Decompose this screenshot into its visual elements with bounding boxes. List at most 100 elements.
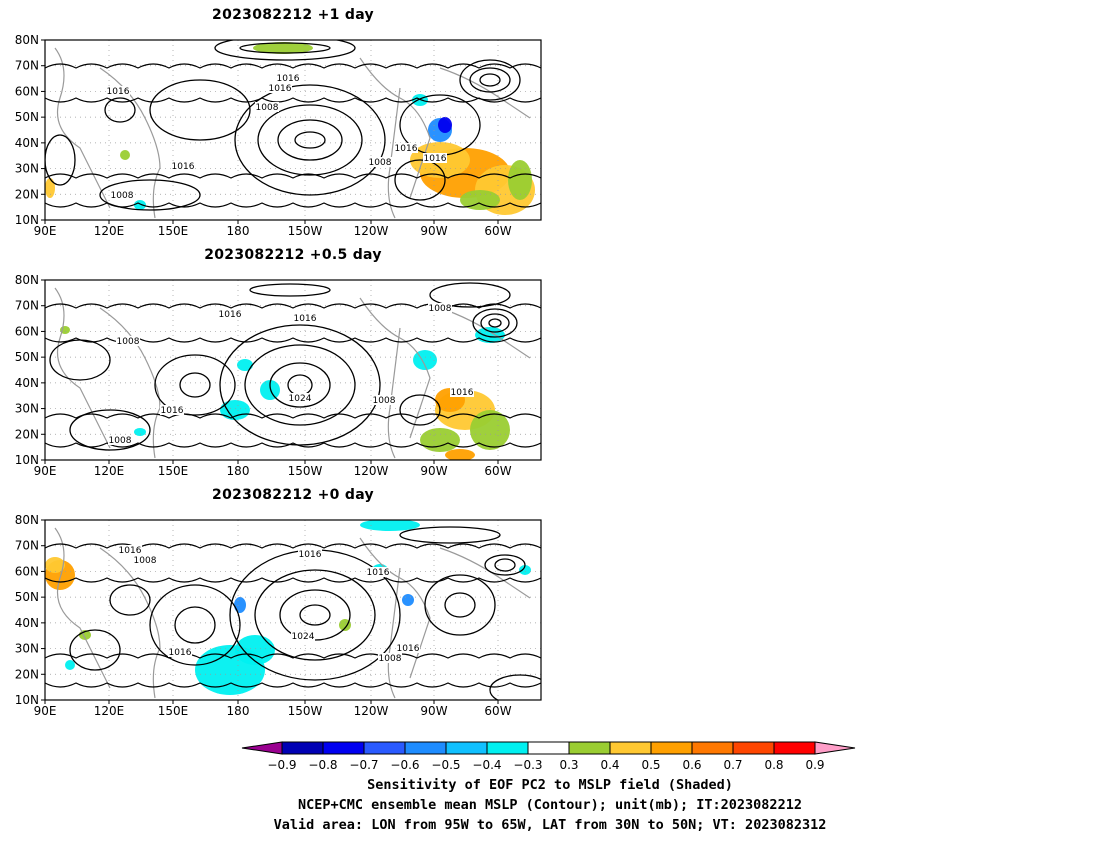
shade-blob <box>45 557 65 573</box>
colorbar-label: −0.9 <box>267 758 296 772</box>
contour-label-bg <box>368 157 392 167</box>
colorbar-label: 0.4 <box>600 758 619 772</box>
mslp-contour <box>494 558 516 572</box>
contour-label-bg <box>394 143 418 153</box>
colorbar-segment <box>363 741 406 755</box>
lat-label: 70N <box>15 299 39 313</box>
contour-label-bg <box>378 653 402 663</box>
mslp-contour <box>49 339 111 381</box>
lat-label: 20N <box>15 187 39 201</box>
contour-label: 1016 <box>397 644 420 654</box>
mslp-contour <box>399 526 501 544</box>
mslp-contour <box>45 134 76 186</box>
mslp-contour <box>429 282 511 308</box>
lon-label: 150W <box>288 704 323 718</box>
lon-label: 180 <box>227 224 250 238</box>
colorbar-label: −0.3 <box>513 758 542 772</box>
mslp-contour <box>294 131 326 149</box>
coastline <box>387 327 401 459</box>
lat-label: 40N <box>15 376 39 390</box>
contour-label-bg <box>160 405 184 415</box>
map-frame <box>44 279 542 461</box>
lat-label: 60N <box>15 324 39 338</box>
lat-label: 80N <box>15 33 39 47</box>
contour-label-bg <box>218 309 242 319</box>
lat-label: 10N <box>15 453 39 467</box>
contour-label: 1016 <box>172 162 195 172</box>
colorbar-label: 0.6 <box>682 758 701 772</box>
lon-label: 180 <box>227 704 250 718</box>
contour-label: 1008 <box>109 436 132 446</box>
contour-label-bg <box>108 435 132 445</box>
mslp-contour <box>149 584 241 666</box>
panel-2-map: 1016 1016 1008 1008 1024 1016 1008 1016 1008 80N 7… <box>15 273 542 478</box>
shade-blob <box>475 327 505 343</box>
lon-label: 150E <box>158 704 189 718</box>
shade-blob <box>253 42 313 54</box>
colorbar-left-extension <box>241 741 283 755</box>
coastline <box>359 297 431 439</box>
contour-label-bg <box>276 73 300 83</box>
mslp-contour <box>45 173 541 179</box>
contour-label-bg <box>396 643 420 653</box>
colorbar-label: 0.7 <box>723 758 742 772</box>
lon-label: 180 <box>227 464 250 478</box>
lon-label: 60W <box>484 464 511 478</box>
contour-label-bg <box>291 631 315 641</box>
mslp-contour <box>104 97 136 123</box>
shade-blob <box>402 594 414 606</box>
mslp-contour <box>45 682 541 688</box>
contour-label: 1016 <box>424 154 447 164</box>
contour-label: 1016 <box>277 74 300 84</box>
lon-label: 120E <box>94 464 125 478</box>
contour-label-bg <box>293 313 317 323</box>
colorbar-label: 0.9 <box>805 758 824 772</box>
mslp-contour <box>219 324 381 446</box>
lon-label: 90W <box>420 464 447 478</box>
contour-label: 1024 <box>289 394 312 404</box>
colorbar-segment <box>609 741 652 755</box>
shade-blob <box>234 597 246 613</box>
lat-label: 80N <box>15 513 39 527</box>
contour-label: 1016 <box>219 310 242 320</box>
colorbar-segment <box>322 741 365 755</box>
mslp-contour <box>257 104 363 176</box>
contour-label-bg <box>450 387 474 397</box>
caption-line-3: Valid area: LON from 95W to 65W, LAT fro… <box>273 817 827 833</box>
lon-label: 120E <box>94 224 125 238</box>
contour-label: 1008 <box>429 304 452 314</box>
mslp-contour <box>472 308 518 338</box>
mslp-contour <box>45 413 541 419</box>
shade-blob <box>134 200 146 210</box>
shade-blob <box>65 660 75 670</box>
lat-label: 50N <box>15 110 39 124</box>
lat-label: 50N <box>15 590 39 604</box>
mslp-contour <box>239 42 331 54</box>
mslp-contour <box>149 79 251 141</box>
lon-label: 90E <box>34 464 57 478</box>
mslp-contour <box>45 653 541 659</box>
shade-blob <box>519 565 531 575</box>
mslp-contour <box>45 442 541 448</box>
contour-label: 1024 <box>292 632 315 642</box>
colorbar-label: −0.5 <box>431 758 460 772</box>
coastline <box>359 57 431 199</box>
contour-label-bg <box>288 393 312 403</box>
colorbar-segment <box>773 741 816 755</box>
mslp-contour <box>254 569 376 661</box>
lat-label: 40N <box>15 136 39 150</box>
lon-label: 150E <box>158 464 189 478</box>
lat-label: 10N <box>15 213 39 227</box>
contour-label-bg <box>298 549 322 559</box>
contour-label-bg <box>255 102 279 112</box>
contour-label-bg <box>423 153 447 163</box>
map-frame <box>44 39 542 221</box>
shade-blob <box>220 400 250 420</box>
colorbar: −0.9 −0.8 −0.7 −0.6 −0.5 −0.4 −0.3 0.3 0.4 0.5 0.6… <box>241 741 856 772</box>
lon-label: 90E <box>34 704 57 718</box>
panel-2-title: 2023082212 +0.5 day <box>204 247 382 263</box>
colorbar-label: −0.8 <box>308 758 337 772</box>
contour-label-bg <box>171 161 195 171</box>
contour-label-bg <box>268 83 292 93</box>
contour-label-bg <box>366 567 390 577</box>
